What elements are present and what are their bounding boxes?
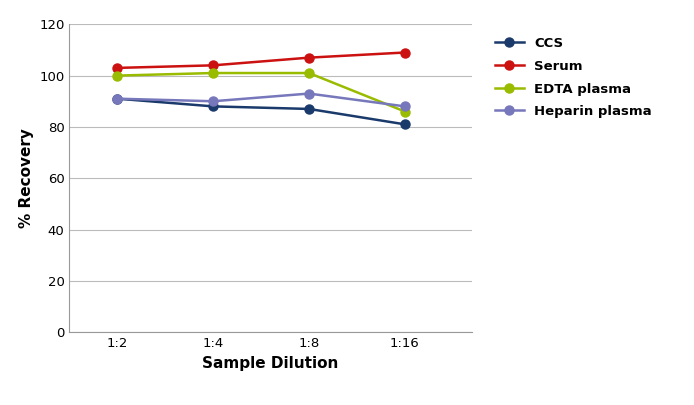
Serum <box>209 63 217 68</box>
Serum <box>400 50 409 55</box>
CCS <box>305 107 313 111</box>
CCS <box>400 122 409 127</box>
Line: CCS: CCS <box>113 94 409 129</box>
Line: EDTA plasma: EDTA plasma <box>113 68 409 116</box>
EDTA plasma <box>400 109 409 114</box>
CCS <box>209 104 217 109</box>
Serum <box>305 55 313 60</box>
X-axis label: Sample Dilution: Sample Dilution <box>203 356 339 371</box>
EDTA plasma <box>305 70 313 75</box>
Y-axis label: % Recovery: % Recovery <box>19 128 33 228</box>
Serum <box>113 66 121 70</box>
EDTA plasma <box>209 70 217 75</box>
EDTA plasma <box>113 73 121 78</box>
Heparin plasma <box>400 104 409 109</box>
CCS <box>113 96 121 101</box>
Heparin plasma <box>305 91 313 96</box>
Heparin plasma <box>113 96 121 101</box>
Line: Heparin plasma: Heparin plasma <box>113 89 409 111</box>
Legend: CCS, Serum, EDTA plasma, Heparin plasma: CCS, Serum, EDTA plasma, Heparin plasma <box>495 37 652 118</box>
Line: Serum: Serum <box>113 48 409 72</box>
Heparin plasma <box>209 99 217 104</box>
